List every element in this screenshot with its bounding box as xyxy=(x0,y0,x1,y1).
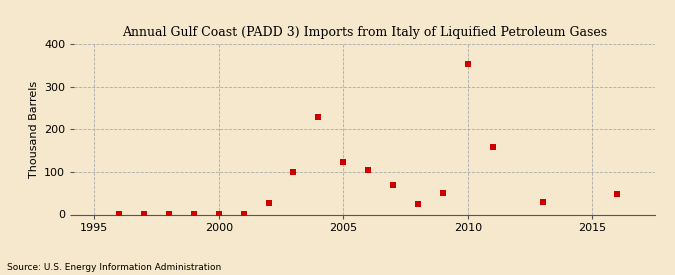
Point xyxy=(138,211,149,216)
Point xyxy=(537,200,548,204)
Point xyxy=(238,211,249,216)
Point xyxy=(64,131,75,136)
Point xyxy=(612,192,623,197)
Title: Annual Gulf Coast (PADD 3) Imports from Italy of Liquified Petroleum Gases: Annual Gulf Coast (PADD 3) Imports from … xyxy=(122,26,607,39)
Point xyxy=(313,115,324,120)
Point xyxy=(387,183,398,187)
Point xyxy=(487,145,498,149)
Point xyxy=(263,201,274,205)
Point xyxy=(437,191,448,195)
Point xyxy=(288,170,299,175)
Y-axis label: Thousand Barrels: Thousand Barrels xyxy=(28,81,38,178)
Point xyxy=(188,211,199,216)
Point xyxy=(163,211,174,216)
Point xyxy=(462,62,473,67)
Point xyxy=(113,211,124,216)
Point xyxy=(213,211,224,216)
Point xyxy=(412,202,423,206)
Point xyxy=(338,160,349,165)
Text: Source: U.S. Energy Information Administration: Source: U.S. Energy Information Administ… xyxy=(7,263,221,272)
Point xyxy=(363,167,374,172)
